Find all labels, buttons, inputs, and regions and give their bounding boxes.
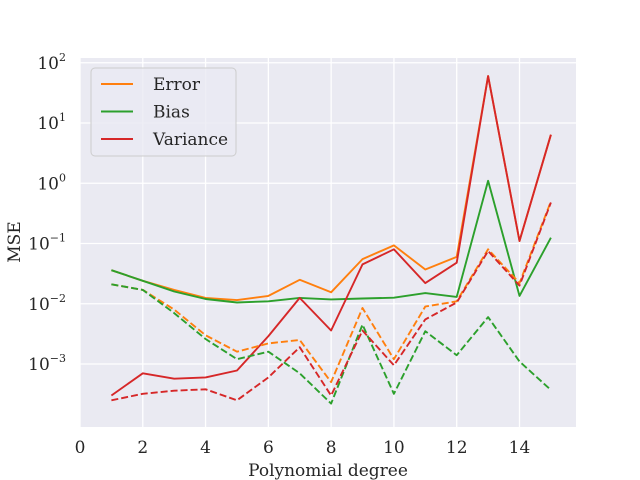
y-tick-label: 101: [37, 111, 66, 134]
y-tick-label: 10−1: [28, 232, 66, 255]
x-tick-label: 8: [326, 438, 337, 458]
series-lines: [110, 75, 552, 405]
x-tick-label: 2: [137, 438, 148, 458]
y-tick-label: 10−3: [28, 352, 66, 375]
legend-label-error: Error: [153, 75, 201, 95]
x-tick-label: 0: [75, 438, 86, 458]
y-tick-label: 10−2: [28, 292, 66, 315]
dashed-series-line-5: [111, 202, 552, 402]
x-tick-label: 10: [383, 438, 405, 458]
legend: Error Bias Variance: [90, 67, 237, 157]
y-axis-label: MSE: [5, 221, 25, 262]
dashed-series-line-4: [111, 283, 552, 405]
x-tick-labels: 0 2 4 6 8 10 12 14: [75, 438, 531, 458]
series-line-bias: [111, 179, 552, 304]
x-axis-label: Polynomial degree: [248, 461, 408, 480]
series-line-variance: [110, 75, 552, 397]
y-tick-labels: 10−3 10−2 10−1 100 101 102: [28, 51, 66, 375]
legend-label-bias: Bias: [153, 103, 190, 123]
x-tick-label: 6: [263, 438, 274, 458]
y-tick-label: 102: [37, 51, 66, 74]
legend-frame: [90, 67, 237, 157]
x-tick-label: 14: [509, 438, 531, 458]
x-tick-label: 4: [200, 438, 211, 458]
legend-label-variance: Variance: [152, 130, 228, 150]
x-tick-label: 12: [446, 438, 468, 458]
y-tick-label: 100: [37, 171, 66, 194]
